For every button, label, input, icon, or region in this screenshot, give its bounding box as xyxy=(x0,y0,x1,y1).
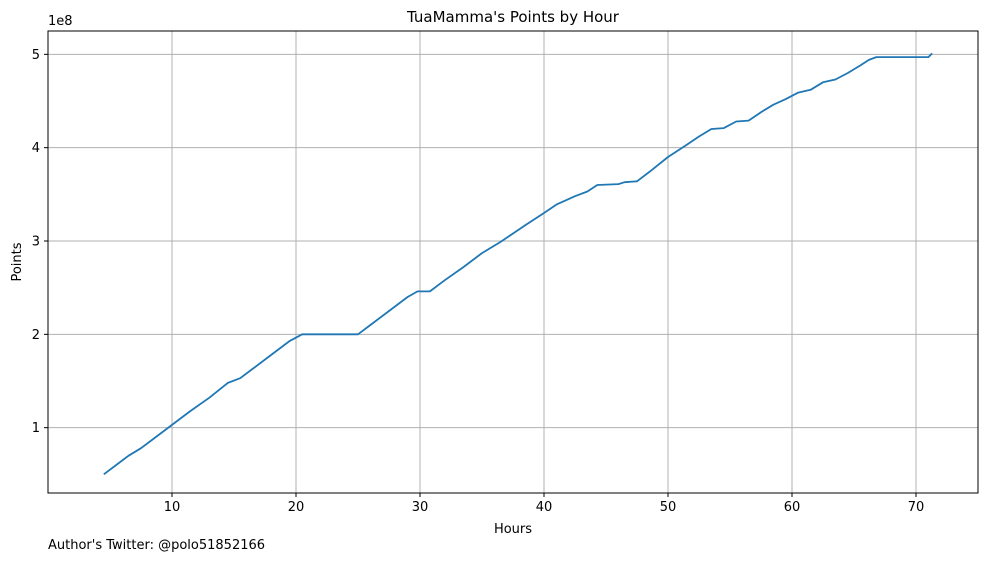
grid-lines xyxy=(48,31,978,493)
x-axis-label: Hours xyxy=(494,522,532,537)
x-tick-label: 60 xyxy=(784,500,801,515)
y-tick-label: 1 xyxy=(32,421,40,436)
x-axis-ticks: 10 20 30 40 50 60 70 xyxy=(164,493,925,515)
y-tick-label: 3 xyxy=(32,235,40,250)
y-axis-label: Points xyxy=(10,242,25,281)
y-offset-label: 1e8 xyxy=(48,14,73,29)
x-tick-label: 20 xyxy=(288,500,305,515)
points-series-line xyxy=(103,52,933,476)
author-note: Author's Twitter: @polo51852166 xyxy=(48,538,266,553)
y-tick-label: 5 xyxy=(32,48,40,63)
plot-area-frame xyxy=(47,30,979,494)
y-axis-ticks: 1 2 3 4 5 xyxy=(32,48,48,436)
x-tick-label: 10 xyxy=(164,500,181,515)
x-tick-label: 70 xyxy=(908,500,925,515)
x-tick-label: 40 xyxy=(536,500,553,515)
x-tick-label: 50 xyxy=(660,500,677,515)
x-tick-label: 30 xyxy=(412,500,429,515)
y-tick-label: 4 xyxy=(32,141,40,156)
y-tick-label: 2 xyxy=(32,328,40,343)
chart-title: TuaMamma's Points by Hour xyxy=(406,8,620,26)
